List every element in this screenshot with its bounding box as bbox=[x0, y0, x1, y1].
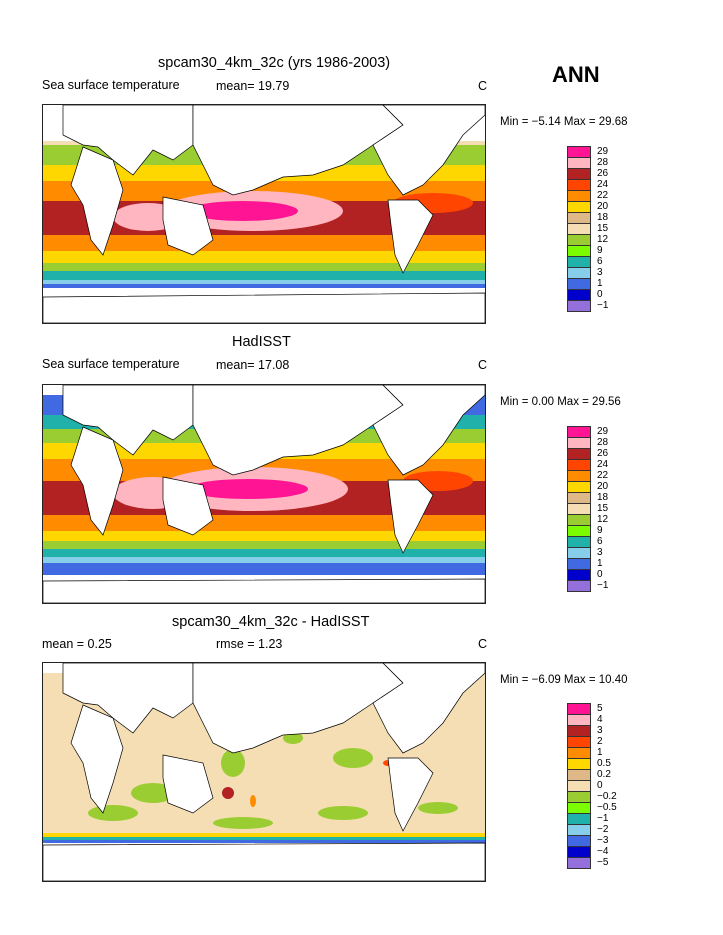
colorbar-level-label: −1 bbox=[597, 580, 609, 591]
colorbar-level-label: 15 bbox=[597, 223, 609, 234]
colorbar-level-label: −5 bbox=[597, 857, 609, 868]
colorbar-level-label: 3 bbox=[597, 547, 603, 558]
panel-3-map bbox=[42, 662, 486, 882]
colorbar-level-label: 24 bbox=[597, 459, 609, 470]
colorbar-level-label: 9 bbox=[597, 525, 603, 536]
colorbar-level-label: 28 bbox=[597, 157, 609, 168]
colorbar-level-label: 24 bbox=[597, 179, 609, 190]
colorbar-level-label: 12 bbox=[597, 514, 609, 525]
colorbar-level-label: −1 bbox=[597, 300, 609, 311]
colorbar-level-label: −3 bbox=[597, 835, 609, 846]
panel-2-mean: mean= 17.08 bbox=[216, 358, 290, 372]
colorbar-level-label: 0 bbox=[597, 569, 603, 580]
colorbar-level-label: 5 bbox=[597, 703, 603, 714]
colorbar-level-label: 3 bbox=[597, 725, 603, 736]
colorbar-level-label: 0 bbox=[597, 289, 603, 300]
colorbar-level-label: 0.5 bbox=[597, 758, 611, 769]
colorbar-swatch bbox=[567, 580, 591, 592]
panel-1-unit: C bbox=[478, 79, 488, 93]
panel-3-mean: mean = 0.25 bbox=[42, 637, 112, 651]
colorbar-level-label: −0.5 bbox=[597, 802, 617, 813]
panel-1-min-max: Min = −5.14 Max = 29.68 bbox=[500, 116, 628, 128]
panel-3-unit: C bbox=[478, 637, 488, 651]
panel-2-unit: C bbox=[478, 358, 488, 372]
colorbar-level-label: 28 bbox=[597, 437, 609, 448]
colorbar-level-label: 9 bbox=[597, 245, 603, 256]
colorbar-level-label: 12 bbox=[597, 234, 609, 245]
panel-2-map bbox=[42, 384, 486, 604]
panel-2-field-label: Sea surface temperature bbox=[42, 357, 180, 371]
colorbar-swatch bbox=[567, 857, 591, 869]
colorbar-level-label: 3 bbox=[597, 267, 603, 278]
colorbar-level-label: 15 bbox=[597, 503, 609, 514]
panel-3-title: spcam30_4km_32c - HadISST bbox=[172, 614, 370, 630]
colorbar-level-label: 26 bbox=[597, 168, 609, 179]
colorbar-level-label: −0.2 bbox=[597, 791, 617, 802]
colorbar-level-label: 22 bbox=[597, 470, 609, 481]
panel-2-title: HadISST bbox=[232, 334, 291, 350]
panel-1-map bbox=[42, 104, 486, 324]
colorbar-level-label: 0.2 bbox=[597, 769, 611, 780]
colorbar-level-label: 18 bbox=[597, 492, 609, 503]
panel-2-min-max: Min = 0.00 Max = 29.56 bbox=[500, 396, 621, 408]
colorbar-level-label: −2 bbox=[597, 824, 609, 835]
season-label: ANN bbox=[552, 62, 600, 87]
colorbar-level-label: 1 bbox=[597, 747, 603, 758]
colorbar-level-label: 0 bbox=[597, 780, 603, 791]
colorbar-level-label: 20 bbox=[597, 481, 609, 492]
panel-1-mean: mean= 19.79 bbox=[216, 79, 290, 93]
panel-3-rmse: rmse = 1.23 bbox=[216, 637, 283, 651]
colorbar-level-label: 29 bbox=[597, 146, 609, 157]
colorbar-level-label: −1 bbox=[597, 813, 609, 824]
colorbar-level-label: 1 bbox=[597, 278, 603, 289]
colorbar-level-label: 6 bbox=[597, 536, 603, 547]
colorbar-level-label: −4 bbox=[597, 846, 609, 857]
colorbar-level-label: 26 bbox=[597, 448, 609, 459]
colorbar-level-label: 18 bbox=[597, 212, 609, 223]
colorbar-swatch bbox=[567, 300, 591, 312]
colorbar-level-label: 22 bbox=[597, 190, 609, 201]
panel-3-min-max: Min = −6.09 Max = 10.40 bbox=[500, 674, 628, 686]
panel-1-field-label: Sea surface temperature bbox=[42, 78, 180, 92]
colorbar-level-label: 2 bbox=[597, 736, 603, 747]
colorbar-level-label: 4 bbox=[597, 714, 603, 725]
colorbar-level-label: 1 bbox=[597, 558, 603, 569]
panel-1-title: spcam30_4km_32c (yrs 1986-2003) bbox=[158, 55, 391, 71]
colorbar-level-label: 6 bbox=[597, 256, 603, 267]
colorbar-level-label: 20 bbox=[597, 201, 609, 212]
colorbar-level-label: 29 bbox=[597, 426, 609, 437]
